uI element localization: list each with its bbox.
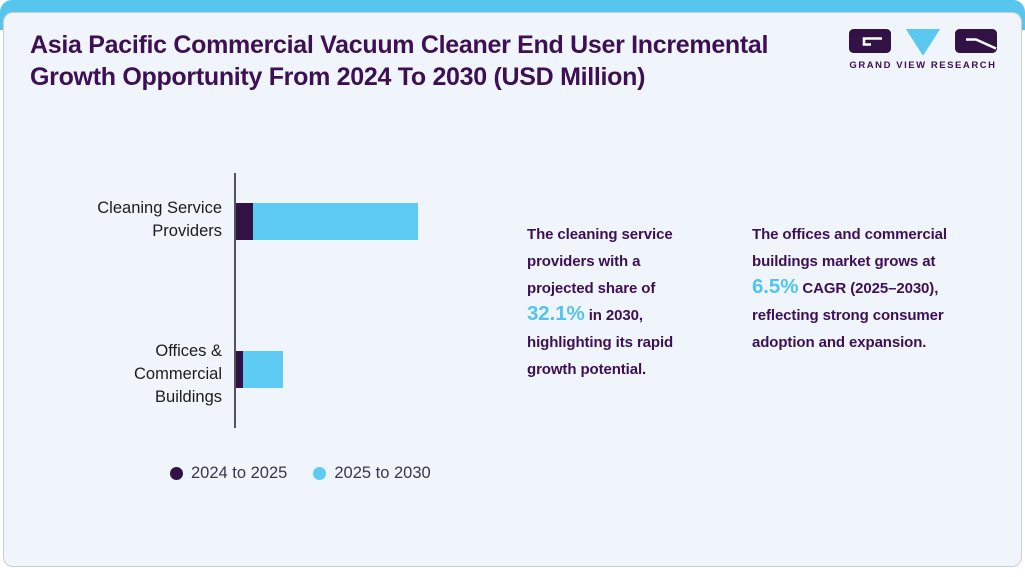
bar-cleaning-service-providers	[236, 203, 418, 240]
y-axis-line	[234, 173, 236, 428]
highlighted-stat: 32.1%	[527, 302, 585, 325]
legend-item-2025-to-2030: 2025 to 2030	[313, 464, 431, 483]
insight-cleaning-service-providers: The cleaning service providers with a pr…	[527, 221, 697, 383]
insight-text: CAGR (2025–2030), reflecting strong cons…	[752, 280, 944, 351]
insight-text: The offices and commercial buildings mar…	[752, 226, 947, 270]
highlighted-stat: 6.5%	[752, 275, 799, 298]
logo-g-icon	[849, 29, 891, 53]
page-title-line-2: Growth Opportunity From 2024 To 2030 (US…	[30, 63, 646, 91]
insight-text: The cleaning service providers with a pr…	[527, 226, 673, 297]
brand-logo: GRAND VIEW RESEARCH	[849, 29, 997, 71]
bar-segment-2025-to-2030	[243, 351, 283, 388]
bar-offices-commercial-buildings	[236, 351, 283, 388]
legend-label: 2025 to 2030	[334, 464, 431, 482]
insight-text: in 2030, highlighting its rapid growth p…	[527, 307, 674, 378]
logo-r-icon	[955, 29, 997, 53]
brand-logo-marks	[849, 29, 997, 55]
insight-offices-commercial-buildings: The offices and commercial buildings mar…	[752, 221, 948, 356]
legend-label: 2024 to 2025	[191, 464, 288, 482]
page-title: Asia Pacific Commercial Vacuum Cleaner E…	[30, 29, 870, 93]
bar-segment-2025-to-2030	[253, 203, 418, 240]
brand-name: GRAND VIEW RESEARCH	[849, 60, 997, 71]
bar-segment-2024-to-2025	[236, 351, 243, 388]
page-title-line-1: Asia Pacific Commercial Vacuum Cleaner E…	[30, 31, 769, 59]
bar-segment-2024-to-2025	[236, 203, 253, 240]
legend-dot-blue	[313, 467, 327, 480]
logo-v-icon	[906, 29, 940, 55]
category-label-offices-commercial-buildings: Offices & Commercial Buildings	[133, 342, 222, 406]
category-label-cleaning-service-providers: Cleaning Service Providers	[97, 199, 222, 240]
legend-item-2024-to-2025: 2024 to 2025	[170, 464, 287, 483]
legend: 2024 to 2025 2025 to 2030	[170, 464, 431, 483]
legend-dot-purple	[170, 467, 183, 480]
